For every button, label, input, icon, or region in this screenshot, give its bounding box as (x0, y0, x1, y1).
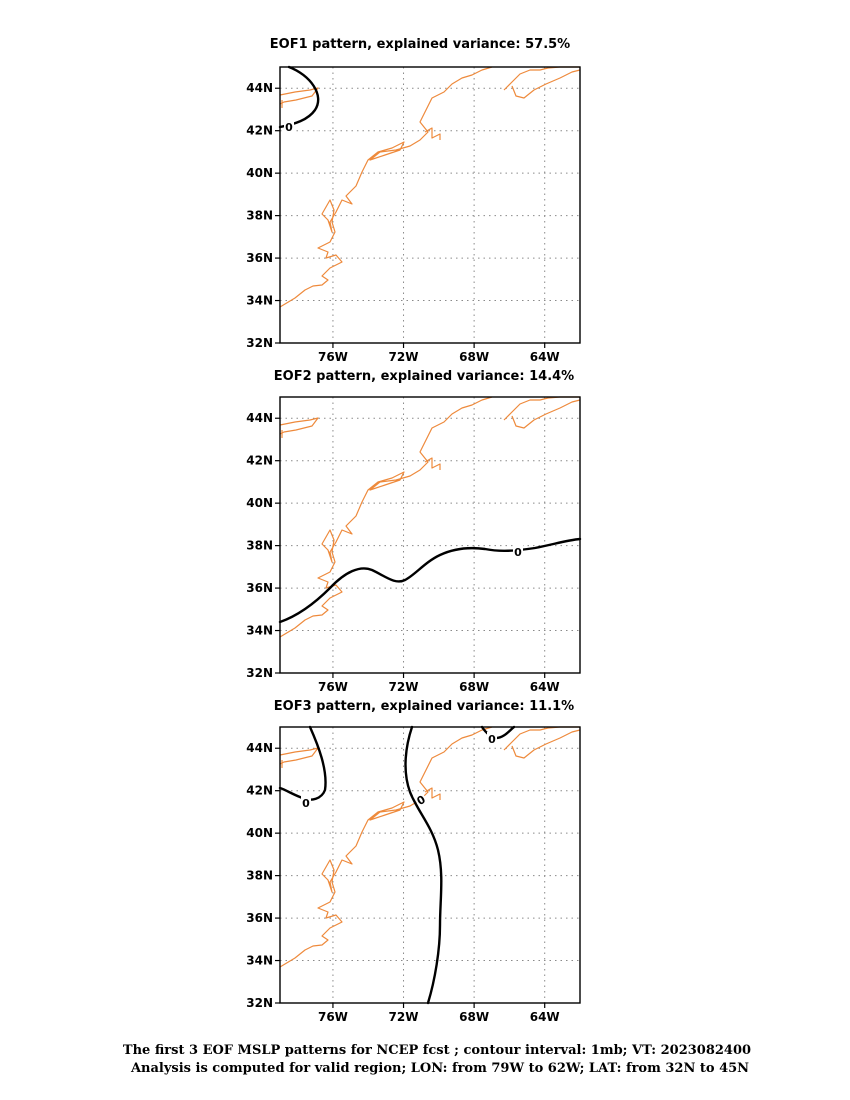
eof2-panel: EOF2 pattern, explained variance: 14.4% … (246, 369, 582, 694)
lon-tick-label: 72W (389, 680, 419, 694)
lat-tick-label: 34N (246, 624, 273, 638)
contour-label: 0 (413, 791, 429, 809)
panel-title: EOF3 pattern, explained variance: 11.1% (274, 699, 574, 714)
lat-tick-label: 32N (246, 996, 273, 1010)
lat-tick-label: 40N (246, 496, 273, 510)
coastline (279, 726, 581, 968)
zero-contour: 0 (278, 65, 320, 134)
lat-tick-label: 42N (246, 454, 273, 468)
contour-value: 0 (488, 733, 496, 746)
contour-value: 0 (285, 121, 293, 134)
lat-tick-label: 38N (246, 869, 273, 883)
contour-label: 0 (284, 120, 294, 134)
coastline-segment (424, 457, 441, 470)
coastline-segment (424, 787, 441, 800)
lon-tick-label: 72W (389, 350, 419, 364)
contour-label: 0 (301, 796, 311, 810)
lat-tick-label: 42N (246, 784, 273, 798)
map-frame (279, 396, 581, 674)
contour-line (278, 537, 582, 624)
lat-tick-label: 44N (246, 81, 273, 95)
coastline-segment (279, 87, 319, 105)
grid-lines (280, 727, 580, 1003)
lon-tick-label: 64W (530, 680, 560, 694)
contour-label: 0 (513, 545, 523, 559)
coastline-segment (511, 69, 581, 99)
contour-line (278, 65, 320, 129)
lat-tick-label: 32N (246, 336, 273, 350)
lat-tick-label: 34N (246, 954, 273, 968)
panel-title: EOF1 pattern, explained variance: 57.5% (270, 37, 570, 52)
coastline (279, 396, 581, 638)
lat-tick-label: 40N (246, 166, 273, 180)
lat-tick-label: 36N (246, 251, 273, 265)
caption-line-1: The first 3 EOF MSLP patterns for NCEP f… (123, 1043, 751, 1058)
coastline-segment (511, 729, 581, 759)
lon-tick-label: 76W (318, 1010, 348, 1024)
grid-lines (280, 67, 580, 343)
grid-lines (280, 397, 580, 673)
coastline-segment (511, 399, 581, 429)
lon-tick-label: 72W (389, 1010, 419, 1024)
coastline-segment (279, 66, 493, 308)
eof1-panel: EOF1 pattern, explained variance: 57.5% … (246, 37, 581, 364)
lon-tick-label: 64W (530, 350, 560, 364)
lon-tick-label: 68W (459, 1010, 489, 1024)
map-frame (279, 66, 581, 344)
eof3-panel: EOF3 pattern, explained variance: 11.1% … (246, 699, 581, 1024)
lat-tick-label: 34N (246, 294, 273, 308)
coastline-segment (279, 417, 319, 435)
lat-tick-label: 32N (246, 666, 273, 680)
lat-tick-label: 36N (246, 911, 273, 925)
contour-value: 0 (514, 546, 522, 559)
contour-label: 0 (487, 732, 497, 746)
contour-line (278, 725, 327, 801)
coastline-segment (424, 127, 441, 140)
panel-title: EOF2 pattern, explained variance: 14.4% (274, 369, 574, 384)
lat-tick-label: 38N (246, 209, 273, 223)
lon-tick-label: 68W (459, 680, 489, 694)
lat-tick-label: 44N (246, 411, 273, 425)
zero-contour: 0 0 0 (278, 725, 516, 1005)
lat-tick-label: 42N (246, 124, 273, 138)
caption-line-2: Analysis is computed for valid region; L… (130, 1061, 749, 1076)
coastline-segment (279, 396, 493, 638)
figure-caption: The first 3 EOF MSLP patterns for NCEP f… (123, 1043, 751, 1076)
lat-tick-label: 44N (246, 741, 273, 755)
contour-line (404, 725, 443, 1005)
map-frame (279, 726, 581, 1004)
contour-value: 0 (302, 797, 310, 810)
coastline-segment (279, 747, 319, 765)
coastline (279, 66, 581, 308)
lon-tick-label: 76W (318, 350, 348, 364)
lon-tick-label: 64W (530, 1010, 560, 1024)
lat-tick-label: 36N (246, 581, 273, 595)
lon-tick-label: 68W (459, 350, 489, 364)
lon-tick-label: 76W (318, 680, 348, 694)
coastline-segment (279, 726, 493, 968)
lat-tick-label: 40N (246, 826, 273, 840)
zero-contour: 0 (278, 537, 582, 624)
lat-tick-label: 38N (246, 539, 273, 553)
